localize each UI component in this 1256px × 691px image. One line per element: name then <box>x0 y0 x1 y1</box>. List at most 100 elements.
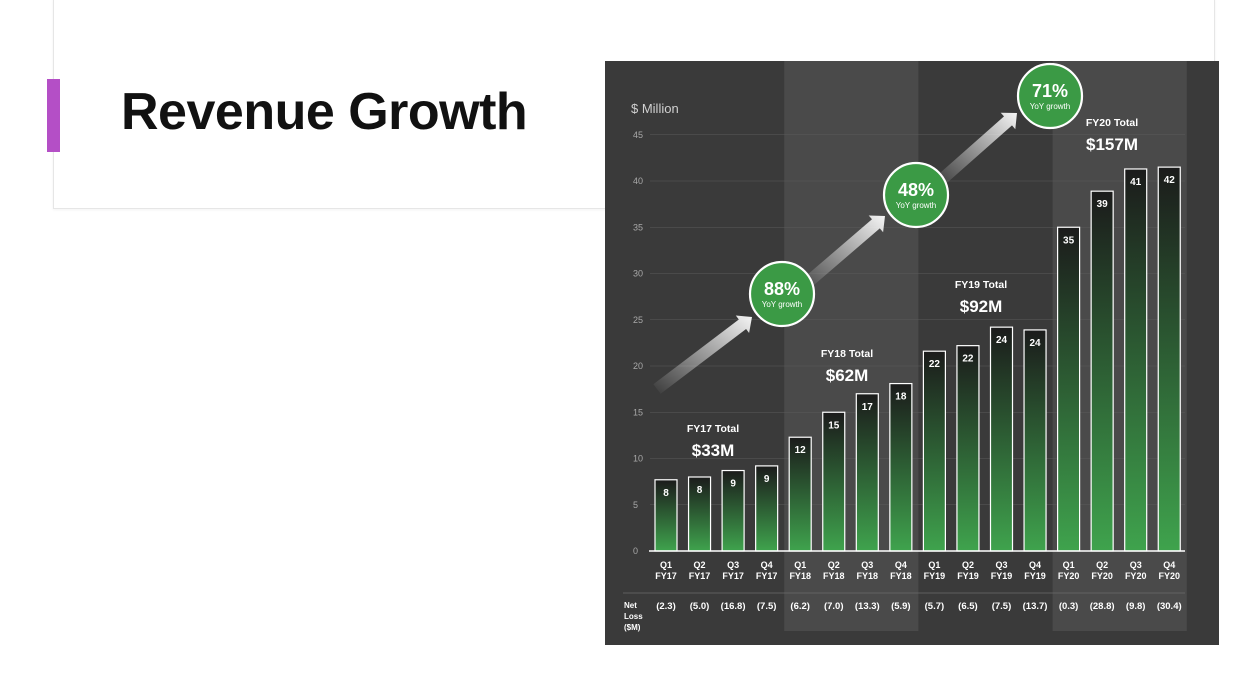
bar-value-label: 39 <box>1097 199 1109 210</box>
x-tick-year: FY20 <box>1058 571 1080 581</box>
bar-value-label: 41 <box>1130 177 1142 188</box>
net-loss-value: (6.2) <box>790 601 810 612</box>
net-loss-value: (30.4) <box>1157 601 1182 612</box>
bar <box>1157 166 1181 552</box>
bar <box>1023 329 1047 552</box>
growth-percent: 71% <box>1032 81 1068 101</box>
x-tick-quarter: Q4 <box>895 560 907 570</box>
net-loss-value: (7.0) <box>824 601 844 612</box>
bar-value-label: 8 <box>697 485 703 496</box>
x-tick-quarter: Q2 <box>694 560 706 570</box>
year-total-value: $92M <box>960 297 1003 316</box>
bar <box>922 350 946 552</box>
y-tick-label: 0 <box>633 546 638 556</box>
x-tick-year: FY20 <box>1125 571 1147 581</box>
net-loss-value: (13.7) <box>1023 601 1048 612</box>
bar <box>956 345 980 552</box>
year-total-label: FY19 Total <box>955 279 1007 291</box>
net-loss-value: (9.8) <box>1126 601 1146 612</box>
y-tick-label: 25 <box>633 315 643 325</box>
bar-value-label: 22 <box>962 354 974 365</box>
y-tick-label: 10 <box>633 454 643 464</box>
net-loss-value: (0.3) <box>1059 601 1079 612</box>
y-tick-label: 45 <box>633 130 643 140</box>
net-loss-value: (5.0) <box>690 601 710 612</box>
net-loss-row-label: Net <box>624 601 637 610</box>
x-tick-year: FY20 <box>1158 571 1180 581</box>
bar-value-label: 15 <box>828 420 840 431</box>
year-total-value: $157M <box>1086 135 1138 154</box>
growth-percent: 48% <box>898 180 934 200</box>
x-tick-year: FY18 <box>857 571 879 581</box>
bar-value-label: 17 <box>862 402 874 413</box>
x-tick-year: FY17 <box>756 571 778 581</box>
x-tick-quarter: Q2 <box>962 560 974 570</box>
y-tick-label: 15 <box>633 407 643 417</box>
growth-circle <box>748 260 816 328</box>
x-tick-quarter: Q3 <box>1130 560 1142 570</box>
x-tick-year: FY18 <box>890 571 912 581</box>
growth-circle <box>1016 62 1084 130</box>
bar-value-label: 24 <box>996 335 1008 346</box>
x-tick-quarter: Q3 <box>861 560 873 570</box>
net-loss-value: (7.5) <box>757 601 777 612</box>
bar <box>822 411 846 552</box>
growth-caption: YoY growth <box>762 300 802 309</box>
net-loss-row-label: Loss <box>624 612 643 621</box>
x-tick-quarter: Q4 <box>1163 560 1175 570</box>
bar <box>1057 226 1081 552</box>
net-loss-value: (5.7) <box>925 601 945 612</box>
growth-arrow-1 <box>653 315 752 394</box>
x-tick-year: FY20 <box>1091 571 1113 581</box>
y-tick-label: 30 <box>633 269 643 279</box>
x-tick-year: FY19 <box>957 571 979 581</box>
net-loss-value: (13.3) <box>855 601 880 612</box>
bar-value-label: 9 <box>730 479 736 490</box>
x-tick-quarter: Q1 <box>1063 560 1075 570</box>
y-tick-label: 5 <box>633 500 638 510</box>
bar-value-label: 18 <box>895 392 907 403</box>
bar-value-label: 24 <box>1029 338 1041 349</box>
x-tick-quarter: Q1 <box>928 560 940 570</box>
growth-circle <box>882 161 950 229</box>
growth-percent: 88% <box>764 279 800 299</box>
x-tick-year: FY18 <box>823 571 845 581</box>
bar-value-label: 9 <box>764 474 770 485</box>
x-tick-quarter: Q2 <box>828 560 840 570</box>
x-tick-quarter: Q2 <box>1096 560 1108 570</box>
x-tick-year: FY17 <box>689 571 711 581</box>
x-tick-quarter: Q3 <box>727 560 739 570</box>
net-loss-value: (6.5) <box>958 601 978 612</box>
year-total-label: FY20 Total <box>1086 117 1138 129</box>
bar-value-label: 35 <box>1063 235 1075 246</box>
x-tick-quarter: Q1 <box>660 560 672 570</box>
net-loss-value: (16.8) <box>721 601 746 612</box>
revenue-chart: $ Million 0 5 10 15 20 25 30 35 40 45 8 8 9 9 12 15 17 18 2… <box>605 61 1219 645</box>
growth-arrow-2 <box>803 215 885 288</box>
net-loss-value: (2.3) <box>656 601 676 612</box>
x-tick-year: FY17 <box>655 571 677 581</box>
y-tick-label: 40 <box>633 176 643 186</box>
x-tick-year: FY19 <box>924 571 946 581</box>
growth-arrow-3 <box>936 112 1017 186</box>
year-total-label: FY18 Total <box>821 348 873 360</box>
y-tick-label: 35 <box>633 222 643 232</box>
y-tick-label: 20 <box>633 361 643 371</box>
bar-value-label: 22 <box>929 359 941 370</box>
x-tick-year: FY19 <box>991 571 1013 581</box>
growth-caption: YoY growth <box>896 201 936 210</box>
net-loss-value: (7.5) <box>992 601 1012 612</box>
year-total-value: $62M <box>826 366 869 385</box>
year-total-label: FY17 Total <box>687 423 739 435</box>
net-loss-row-label: ($M) <box>624 623 641 632</box>
bar <box>1090 190 1114 552</box>
bar <box>1124 168 1148 552</box>
bar-value-label: 12 <box>795 445 807 456</box>
chart-canvas: $ Million 0 5 10 15 20 25 30 35 40 45 8 8 9 9 12 15 17 18 2… <box>623 61 1187 632</box>
net-loss-value: (28.8) <box>1090 601 1115 612</box>
x-tick-quarter: Q1 <box>794 560 806 570</box>
growth-caption: YoY growth <box>1030 102 1070 111</box>
x-tick-quarter: Q4 <box>1029 560 1041 570</box>
bar <box>889 382 913 552</box>
slide-title: Revenue Growth <box>121 83 528 141</box>
